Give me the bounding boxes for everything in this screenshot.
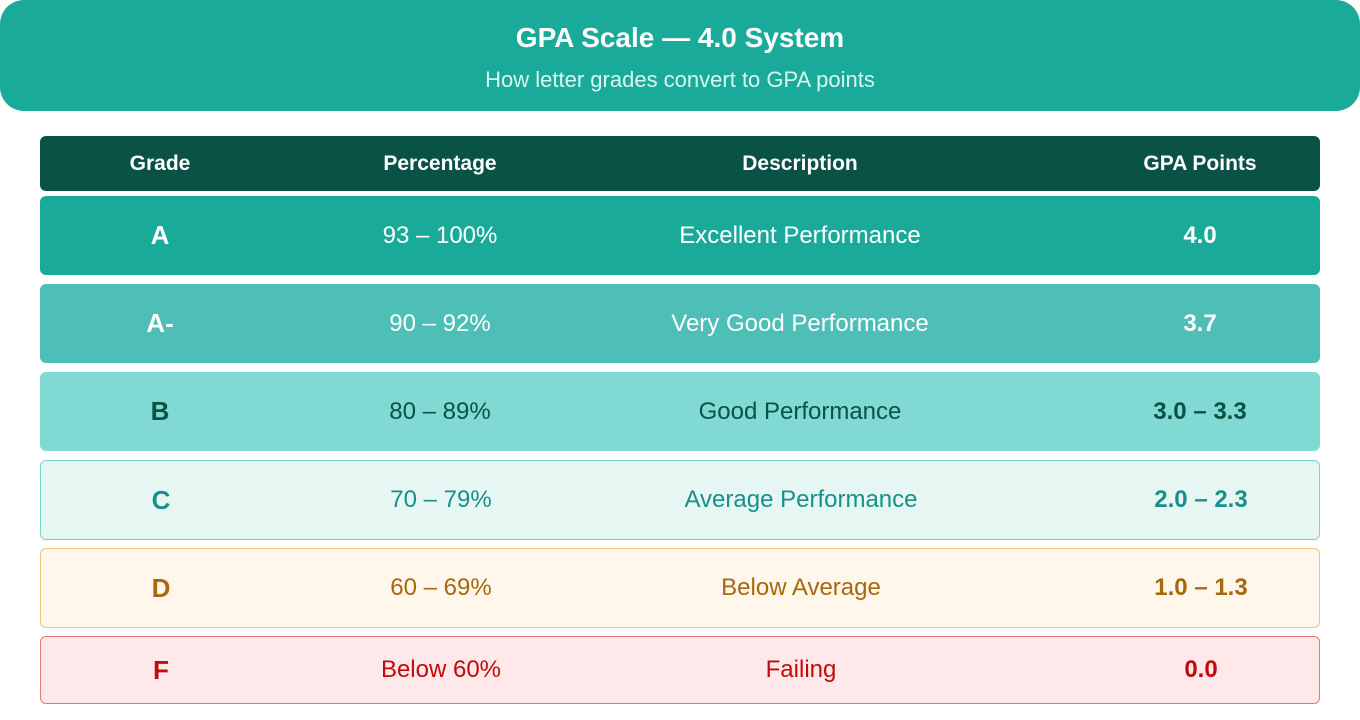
grade-cell: D [151, 572, 171, 603]
grade-cell: A- [146, 308, 174, 338]
percentage-cell: 60 – 69% [390, 574, 492, 601]
grade-cell: F [153, 654, 169, 685]
gpa-points-cell: 3.0 – 3.3 [1153, 397, 1247, 425]
table-row: B 80 – 89% Good Performance 3.0 – 3.3 [40, 372, 1320, 451]
gpa-points-cell: 0.0 [1184, 656, 1218, 683]
description-cell: Very Good Performance [671, 309, 929, 337]
gpa-points-cell: 1.0 – 1.3 [1154, 574, 1248, 601]
column-header-grade: Grade [129, 151, 191, 175]
percentage-cell: Below 60% [380, 656, 502, 683]
table-row: F Below 60% Failing 0.0 [40, 636, 1320, 704]
description-cell: Excellent Performance [679, 221, 921, 249]
page-title: GPA Scale — 4.0 System [515, 22, 845, 53]
description-cell: Below Average [721, 574, 881, 601]
description-cell: Average Performance [684, 486, 918, 513]
description-cell: Failing [765, 656, 837, 683]
column-header-percentage: Percentage [383, 151, 497, 175]
table-row: A- 90 – 92% Very Good Performance 3.7 [40, 284, 1320, 363]
gpa-points-cell: 4.0 [1183, 221, 1217, 249]
page-subtitle: How letter grades convert to GPA points [485, 67, 875, 92]
grade-cell: B [150, 396, 170, 426]
percentage-cell: 90 – 92% [389, 309, 491, 337]
description-cell: Good Performance [698, 397, 902, 425]
percentage-cell: 70 – 79% [390, 486, 492, 513]
table-row: A 93 – 100% Excellent Performance 4.0 [40, 196, 1320, 275]
table-row: C 70 – 79% Average Performance 2.0 – 2.3 [40, 460, 1320, 540]
gpa-points-cell: 2.0 – 2.3 [1154, 486, 1248, 513]
grade-cell: A [150, 220, 170, 250]
table-header-row: Grade Percentage Description GPA Points [40, 136, 1320, 191]
column-header-gpa-points: GPA Points [1143, 151, 1257, 175]
percentage-cell: 93 – 100% [382, 221, 498, 249]
gpa-points-cell: 3.7 [1183, 309, 1217, 337]
table-row: D 60 – 69% Below Average 1.0 – 1.3 [40, 548, 1320, 628]
grade-cell: C [151, 484, 171, 515]
percentage-cell: 80 – 89% [389, 397, 491, 425]
column-header-description: Description [742, 151, 858, 175]
title-banner: GPA Scale — 4.0 System How letter grades… [0, 0, 1360, 111]
